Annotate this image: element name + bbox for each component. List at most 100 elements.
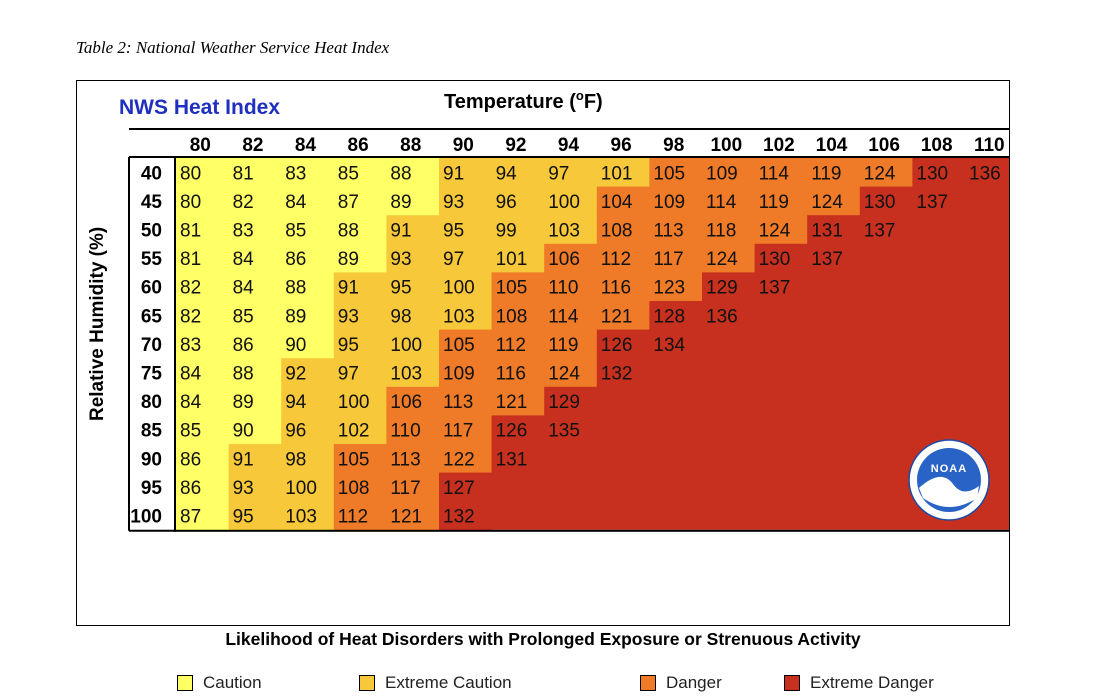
- heat-cell: [807, 186, 861, 216]
- heat-cell: [702, 272, 756, 302]
- row-header-85: 85: [141, 421, 163, 442]
- heat-cell: [281, 243, 335, 273]
- row-header-45: 45: [141, 192, 163, 213]
- heat-cell: [596, 158, 650, 188]
- heat-cell: [807, 158, 861, 188]
- heat-cell-value: 100: [285, 478, 317, 499]
- column-header-86: 86: [348, 135, 369, 156]
- heat-cell-value: 122: [443, 449, 475, 470]
- heat-cell: [439, 329, 493, 359]
- heat-cell: [176, 329, 230, 359]
- heat-cell: [176, 301, 230, 331]
- legend-label: Caution: [203, 673, 262, 692]
- heat-cell: [439, 186, 493, 216]
- heat-cell-value: 136: [969, 163, 1001, 184]
- column-header-82: 82: [242, 135, 263, 156]
- heat-cell: [228, 386, 282, 416]
- heat-cell: [544, 215, 598, 245]
- heat-cell: [386, 472, 440, 502]
- legend-item-danger: Danger: [640, 673, 722, 693]
- heat-cell-value: 137: [759, 278, 791, 299]
- heat-cell-value: 105: [443, 335, 475, 356]
- heat-cell: [281, 386, 335, 416]
- legend-item-extreme-caution: Extreme Caution: [359, 673, 512, 693]
- legend-label: Extreme Caution: [385, 673, 512, 692]
- heat-cell-value: 90: [285, 335, 306, 356]
- heat-cell: [333, 243, 387, 273]
- heat-cell-value: 128: [653, 306, 685, 327]
- heat-cell-value: 126: [496, 421, 528, 442]
- heat-cell-value: 127: [443, 478, 475, 499]
- heat-cell-value: 137: [864, 221, 896, 242]
- heat-cell: [281, 358, 335, 388]
- heat-cell: [333, 301, 387, 331]
- heat-cell-value: 131: [496, 449, 528, 470]
- heat-cell-value: 124: [811, 192, 843, 213]
- heat-cell: [333, 272, 387, 302]
- noaa-logo-gull: [919, 476, 979, 507]
- noaa-logo-text: NOAA: [931, 463, 967, 475]
- heat-cell-value: 124: [706, 249, 738, 270]
- heat-cell-value: 97: [338, 364, 359, 385]
- heat-cell-value: 136: [706, 306, 738, 327]
- heat-cell-value: 91: [233, 449, 254, 470]
- heat-cell-value: 85: [285, 221, 306, 242]
- heat-cell: [176, 215, 230, 245]
- heat-cell: [439, 358, 493, 388]
- heat-cell-value: 110: [390, 421, 420, 442]
- heat-cell: [439, 386, 493, 416]
- heat-cell-value: 117: [653, 249, 683, 270]
- heat-cell: [386, 329, 440, 359]
- heat-cell-value: 126: [601, 335, 633, 356]
- heat-cell-value: 105: [338, 449, 370, 470]
- row-header-65: 65: [141, 306, 163, 327]
- heat-cell-value: 108: [338, 478, 370, 499]
- heat-cell: [491, 358, 545, 388]
- heat-cell-value: 80: [180, 163, 201, 184]
- heat-cell: [649, 158, 703, 188]
- heat-cell: [965, 158, 1009, 188]
- heat-cell: [439, 215, 493, 245]
- heat-cell-value: 105: [653, 163, 685, 184]
- legend-swatch: [177, 675, 193, 691]
- heat-cell-value: 121: [390, 507, 422, 528]
- heat-cell: [649, 272, 703, 302]
- heat-cell: [176, 272, 230, 302]
- heat-cell-value: 124: [548, 364, 580, 385]
- heat-cell-value: 113: [653, 221, 683, 242]
- heat-cell: [491, 215, 545, 245]
- heat-cell-value: 95: [233, 507, 254, 528]
- heat-cell-value: 103: [390, 364, 422, 385]
- heat-cell-value: 129: [548, 392, 580, 413]
- heat-cell-value: 100: [390, 335, 422, 356]
- heat-cell-value: 91: [338, 278, 359, 299]
- heat-cell-value: 108: [496, 306, 528, 327]
- heat-cell: [281, 329, 335, 359]
- heat-cell: [544, 386, 598, 416]
- heat-cell-value: 105: [496, 278, 528, 299]
- heat-cell: [649, 243, 703, 273]
- heat-cell: [649, 215, 703, 245]
- heat-cell-value: 103: [285, 507, 317, 528]
- heat-cell-value: 108: [601, 221, 633, 242]
- heat-cell-value: 92: [285, 364, 306, 385]
- heat-cell-value: 101: [496, 249, 528, 270]
- heat-cell: [176, 415, 230, 445]
- heat-cell: [649, 301, 703, 331]
- heat-cell-value: 88: [390, 163, 411, 184]
- heat-cell-value: 112: [601, 249, 631, 270]
- heat-cell-value: 99: [496, 221, 517, 242]
- legend-swatch: [640, 675, 656, 691]
- heat-cell: [491, 301, 545, 331]
- heat-cell: [386, 272, 440, 302]
- heat-cell-value: 113: [443, 392, 473, 413]
- heat-cell: [281, 444, 335, 474]
- row-header-60: 60: [141, 278, 162, 299]
- heat-cell-value: 104: [601, 192, 633, 213]
- legend-swatch: [359, 675, 375, 691]
- heat-cell: [386, 158, 440, 188]
- heat-cell-value: 84: [285, 192, 307, 213]
- heat-cell-value: 90: [233, 421, 254, 442]
- heat-cell-value: 123: [653, 278, 685, 299]
- column-header-98: 98: [663, 135, 684, 156]
